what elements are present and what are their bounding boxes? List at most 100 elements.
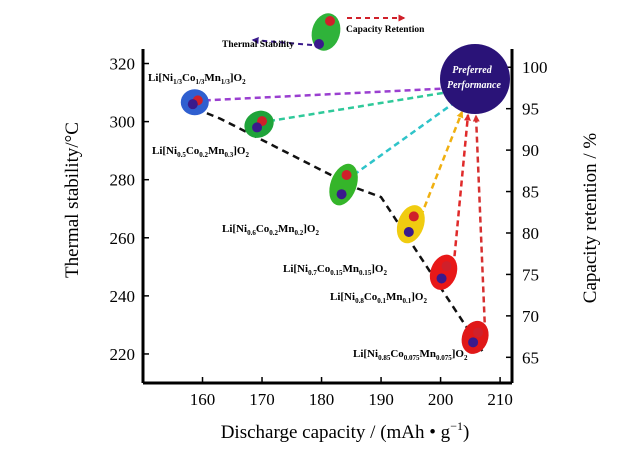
- label-text: ]O: [411, 291, 424, 303]
- label-subscript: 0.2: [269, 229, 278, 237]
- capacity-retention-point: [341, 169, 352, 180]
- material-label: Li[Ni1/3Co1/3Mn1/3]O2: [148, 72, 246, 86]
- thermal-stability-point: [468, 337, 479, 348]
- y-axis-right-label: Capacity retention / %: [580, 133, 601, 304]
- x-tick-label: 210: [487, 390, 513, 409]
- label-subscript: 0.1: [403, 297, 412, 305]
- capacity-retention-point: [441, 261, 452, 272]
- y-left-tick-label: 260: [110, 229, 136, 248]
- label-subscript: 0.075: [436, 354, 452, 362]
- x-tick-label: 190: [368, 390, 394, 409]
- material-ellipse: [461, 320, 489, 354]
- material-labels: Li[Ni1/3Co1/3Mn1/3]O2Li[Ni0.5Co0.2Mn0.3]…: [148, 72, 468, 362]
- preferred-performance-line1: Preferred: [452, 65, 492, 76]
- material-label: Li[Ni0.6Co0.2Mn0.2]O2: [222, 223, 320, 237]
- label-text: ]O: [452, 348, 465, 360]
- label-text: ]O: [233, 145, 246, 157]
- x-axis-label: Discharge capacity / (mAh • g−1): [221, 419, 470, 443]
- label-subscript: 0.5: [177, 151, 186, 159]
- label-subscript: 0.15: [330, 269, 343, 277]
- capacity-retention-point: [473, 327, 484, 338]
- y-right-tick-label: 65: [522, 348, 539, 367]
- label-text: ]O: [230, 72, 243, 84]
- thermal-stability-point: [252, 122, 263, 133]
- y-right-tick-label: 70: [522, 307, 539, 326]
- label-subscript: 2: [464, 354, 468, 362]
- label-text: Li[Ni: [353, 348, 378, 360]
- label-subscript: 2: [246, 151, 250, 159]
- thermal-stability-point: [403, 226, 414, 237]
- y-right-tick-label: 85: [522, 183, 539, 202]
- label-text: Mn: [386, 291, 403, 303]
- improvement-arrow: [419, 110, 464, 217]
- label-text: Li[Ni: [222, 223, 247, 235]
- material-ellipse: [329, 163, 358, 206]
- label-text: Mn: [204, 72, 221, 84]
- preferred-performance-target: Preferred Performance: [440, 44, 510, 114]
- y-right-tick-label: 100: [522, 58, 548, 77]
- improvement-arrow: [268, 88, 457, 123]
- label-text: Li[Ni: [152, 145, 177, 157]
- label-text: Li[Ni: [148, 72, 173, 84]
- preferred-performance-line2: Performance: [447, 80, 501, 91]
- label-text: ]O: [371, 263, 384, 275]
- material-label: Li[Ni0.8Co0.1Mn0.1]O2: [330, 291, 428, 305]
- y-right-tick-label: 90: [522, 141, 539, 160]
- y-right-tick-label: 75: [522, 265, 539, 284]
- material-ellipse: [396, 205, 425, 244]
- y-left-tick-label: 280: [110, 171, 136, 190]
- label-text: Co: [390, 348, 404, 360]
- label-text: Li[Ni: [330, 291, 355, 303]
- label-text: Mn: [343, 263, 360, 275]
- label-subscript: 0.2: [199, 151, 208, 159]
- label-subscript: 1/3: [173, 78, 182, 86]
- improvement-arrow: [204, 84, 458, 102]
- material-ellipse: [429, 254, 458, 290]
- material-points: [180, 89, 489, 354]
- label-subscript: 0.2: [295, 229, 304, 237]
- axis-ticks: 160 170 180 190 200 2102202402602803003206570…: [110, 55, 548, 409]
- capacity-retention-point: [408, 211, 419, 222]
- trend-line-group: [184, 103, 484, 352]
- label-subscript: 2: [242, 78, 246, 86]
- y-left-tick-label: 300: [110, 113, 136, 132]
- label-text: ]O: [303, 223, 316, 235]
- thermal-stability-point: [336, 189, 347, 200]
- label-subscript: 0.85: [378, 354, 391, 362]
- y-left-tick-label: 320: [110, 55, 136, 74]
- legend-thermal-stability-marker: [314, 39, 324, 49]
- label-subscript: 0.075: [404, 354, 420, 362]
- material-label: Li[Ni0.5Co0.2Mn0.3]O2: [152, 145, 250, 159]
- x-tick-label: 200: [428, 390, 454, 409]
- y-left-tick-label: 220: [110, 345, 136, 364]
- y-right-tick-label: 95: [522, 100, 539, 119]
- label-text: Mn: [420, 348, 437, 360]
- x-tick-label: 160: [190, 390, 216, 409]
- label-subscript: 2: [384, 269, 388, 277]
- legend-thermal-stability-label: Thermal Stability: [222, 40, 294, 50]
- label-subscript: 2: [316, 229, 320, 237]
- material-label: Li[Ni0.7Co0.15Mn0.15]O2: [283, 263, 388, 277]
- y-right-tick-label: 80: [522, 224, 539, 243]
- label-text: Co: [182, 72, 196, 84]
- label-subscript: 0.6: [247, 229, 256, 237]
- improvement-arrows: [204, 84, 487, 333]
- y-axis-left-label: Thermal stability/°C: [62, 122, 83, 278]
- label-subscript: 0.8: [355, 297, 364, 305]
- label-text: Mn: [208, 145, 225, 157]
- label-text: Mn: [278, 223, 295, 235]
- trend-line: [184, 103, 484, 352]
- x-tick-label: 180: [309, 390, 335, 409]
- legend-ellipse: [311, 13, 341, 51]
- label-subscript: 1/3: [221, 78, 230, 86]
- improvement-arrow: [352, 98, 460, 176]
- label-text: Li[Ni: [283, 263, 308, 275]
- thermal-stability-point: [436, 273, 447, 284]
- improvement-arrow: [472, 114, 487, 333]
- plot-frame: [141, 49, 514, 385]
- label-subscript: 0.7: [308, 269, 317, 277]
- label-text: Co: [317, 263, 331, 275]
- label-text: Co: [364, 291, 378, 303]
- legend-capacity-retention-marker: [325, 16, 335, 26]
